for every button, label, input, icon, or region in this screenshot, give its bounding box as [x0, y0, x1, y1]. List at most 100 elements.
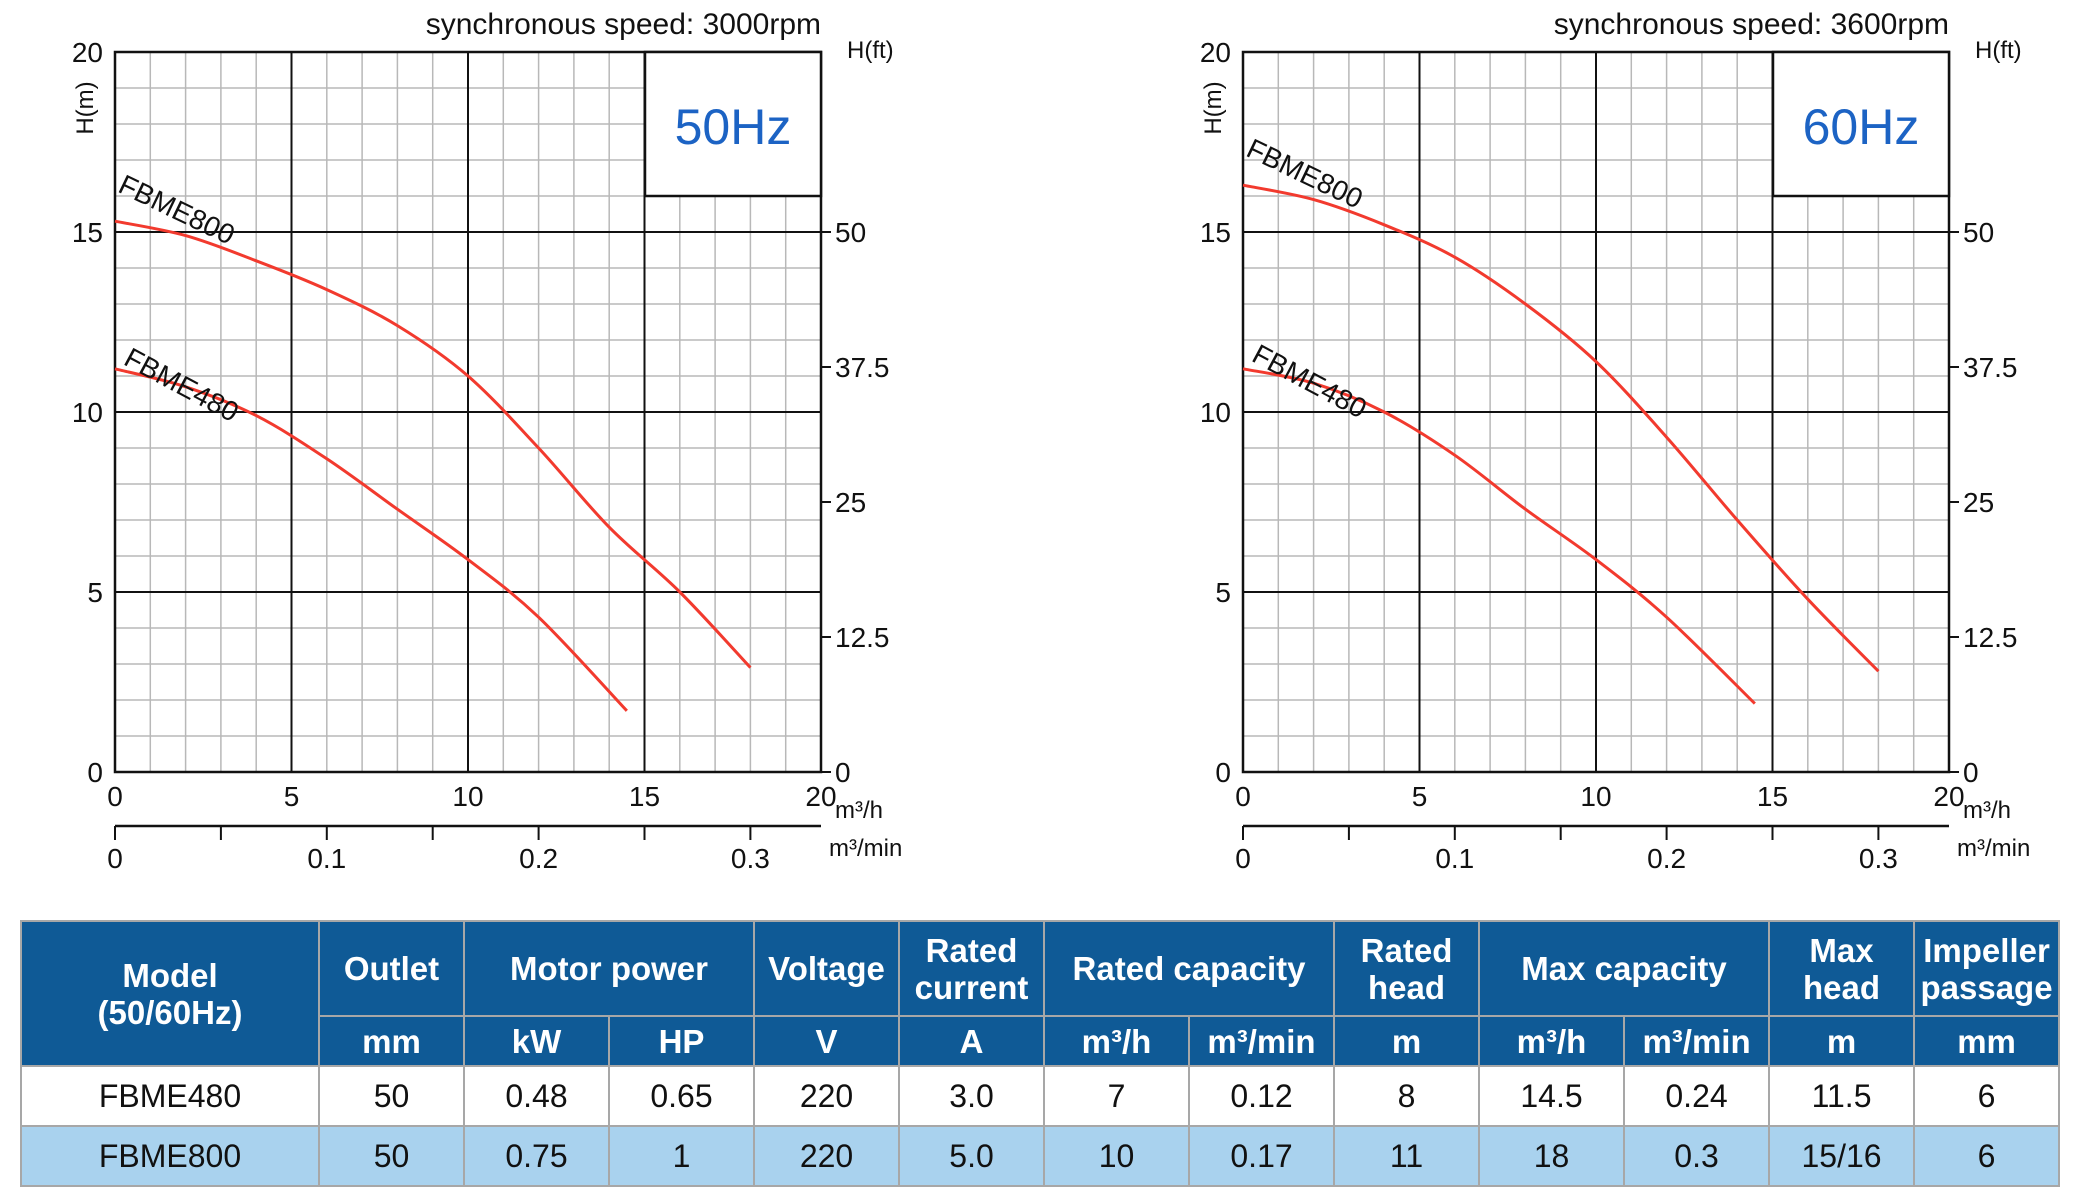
- table-cell: 14.5: [1478, 1065, 1626, 1127]
- header-rated-head: Rated head: [1333, 920, 1481, 1017]
- table-cell: 11.5: [1768, 1065, 1916, 1127]
- header-max-head: Max head: [1768, 920, 1916, 1017]
- table-cell: 0.24: [1623, 1065, 1771, 1127]
- pump-curve-charts: 50Hz synchronous speed: 3000rpm 0 5 10 15 20 H(…: [72, 8, 2030, 874]
- y-right-tick-label: 25: [1963, 487, 1994, 518]
- series-label: FBME480: [119, 342, 243, 428]
- plot-frame: [1241, 50, 1951, 774]
- x2-tick-label: 0.1: [1435, 843, 1474, 874]
- curve-fbme800: [1242, 183, 1880, 673]
- header-motor-power: Motor power: [462, 920, 756, 1017]
- x-tick-label: 15: [1757, 781, 1788, 812]
- x-tick-label: 10: [1580, 781, 1611, 812]
- table-cell: 50: [318, 1065, 465, 1127]
- table-cell: 0.3: [1623, 1125, 1771, 1187]
- curve-fbme480: [114, 367, 628, 712]
- table-cell: 0.17: [1188, 1125, 1336, 1187]
- table-cell: 0.12: [1188, 1065, 1336, 1127]
- header-voltage: Voltage: [753, 920, 901, 1017]
- unit-cell: V: [753, 1015, 901, 1067]
- table-cell: 7: [1043, 1065, 1191, 1127]
- y-right-tick-label: 25: [835, 487, 866, 518]
- unit-cell: mm: [318, 1015, 465, 1067]
- table-cell: 220: [753, 1125, 901, 1187]
- x-tick-label: 20: [805, 781, 836, 812]
- x-tick-label: 5: [284, 781, 300, 812]
- x2-tick-label: 0.2: [1647, 843, 1686, 874]
- table-cell: 5.0: [898, 1125, 1046, 1187]
- header-model: Model (50/60Hz): [20, 920, 320, 1067]
- header-rated-capacity: Rated capacity: [1043, 920, 1336, 1017]
- unit-cell: m³/min: [1623, 1015, 1771, 1067]
- y-tick-label: 10: [72, 397, 103, 428]
- frequency-badge-box: [643, 50, 823, 198]
- y-tick-label: 5: [87, 577, 103, 608]
- y-right-axis-label: H(ft): [847, 37, 894, 64]
- y-right-tick-label: 12.5: [835, 622, 890, 653]
- plot-frame: [113, 50, 823, 774]
- y-right-tick-label: 50: [1963, 217, 1994, 248]
- x2-tick-label: 0.1: [307, 843, 346, 874]
- unit-cell: m³/h: [1043, 1015, 1191, 1067]
- y-tick-label: 15: [1200, 217, 1231, 248]
- x-tick-label: 0: [107, 781, 123, 812]
- y-right-tick-label: 37.5: [1963, 352, 2018, 383]
- table-row: FBME480 50 0.48 0.65 220 3.0 7 0.12 8 14…: [20, 1065, 2061, 1127]
- y-tick-label: 0: [87, 757, 103, 788]
- x2-axis-label: m³/min: [829, 835, 902, 862]
- table-row: FBME800 50 0.75 1 220 5.0 10 0.17 11 18 …: [20, 1125, 2061, 1187]
- y-right-tick-label: 12.5: [1963, 622, 2018, 653]
- table-cell: 6: [1913, 1125, 2061, 1187]
- y-right-tick-label: 50: [835, 217, 866, 248]
- table-cell: 0.65: [607, 1065, 756, 1127]
- y-tick-label: 20: [72, 37, 103, 68]
- table-cell: 3.0: [898, 1065, 1046, 1127]
- x-axis-label: m³/h: [835, 797, 883, 824]
- y-axis-label: H(m): [72, 81, 99, 134]
- unit-cell: kW: [463, 1015, 610, 1067]
- table-cell: 10: [1043, 1125, 1191, 1187]
- table-cell: 8: [1333, 1065, 1481, 1127]
- y-tick-label: 0: [1215, 757, 1231, 788]
- unit-cell: mm: [1913, 1015, 2061, 1067]
- header-rated-current: Rated current: [898, 920, 1046, 1017]
- x-tick-label: 0: [1235, 781, 1251, 812]
- table-unit-row: mm kW HP V A m³/h m³/min m m³/h m³/min m…: [21, 1015, 2061, 1067]
- cell-model: FBME800: [20, 1125, 320, 1187]
- x-tick-label: 15: [629, 781, 660, 812]
- header-max-capacity: Max capacity: [1478, 920, 1771, 1017]
- chart-title: synchronous speed: 3600rpm: [1554, 8, 1949, 41]
- x-tick-label: 10: [452, 781, 483, 812]
- chart-title: synchronous speed: 3000rpm: [426, 8, 821, 41]
- unit-cell: A: [898, 1015, 1046, 1067]
- y-right-tick-label: 0: [835, 757, 851, 788]
- x2-tick-label: 0.3: [731, 843, 770, 874]
- x2-tick-label: 0: [1235, 843, 1251, 874]
- table-cell: 6: [1913, 1065, 2061, 1127]
- y-right-tick-label: 37.5: [835, 352, 890, 383]
- table-header-row: Model (50/60Hz) Outlet Motor power Volta…: [20, 920, 2061, 1067]
- table-cell: 0.48: [463, 1065, 610, 1127]
- frequency-badge: 50Hz: [675, 99, 792, 155]
- unit-cell: m: [1768, 1015, 1916, 1067]
- frequency-badge: 60Hz: [1803, 99, 1920, 155]
- y-right-tick-label: 0: [1963, 757, 1979, 788]
- y-tick-label: 10: [1200, 397, 1231, 428]
- table-cell: 0.75: [463, 1125, 610, 1187]
- table-cell: 1: [607, 1125, 756, 1187]
- y-tick-label: 20: [1200, 37, 1231, 68]
- y-axis-label: H(m): [1200, 81, 1227, 134]
- y-tick-label: 5: [1215, 577, 1231, 608]
- cell-model: FBME480: [20, 1065, 320, 1127]
- curve-fbme800: [114, 219, 752, 669]
- table-cell: 50: [318, 1125, 465, 1187]
- x-tick-label: 5: [1412, 781, 1428, 812]
- x2-tick-label: 0: [107, 843, 123, 874]
- x-tick-label: 20: [1933, 781, 1964, 812]
- y-tick-label: 15: [72, 217, 103, 248]
- curve-fbme480: [1242, 367, 1756, 705]
- x2-axis-label: m³/min: [1957, 835, 2030, 862]
- unit-cell: m: [1333, 1015, 1481, 1067]
- header-outlet: Outlet: [318, 920, 465, 1017]
- table-cell: 15/16: [1768, 1125, 1916, 1187]
